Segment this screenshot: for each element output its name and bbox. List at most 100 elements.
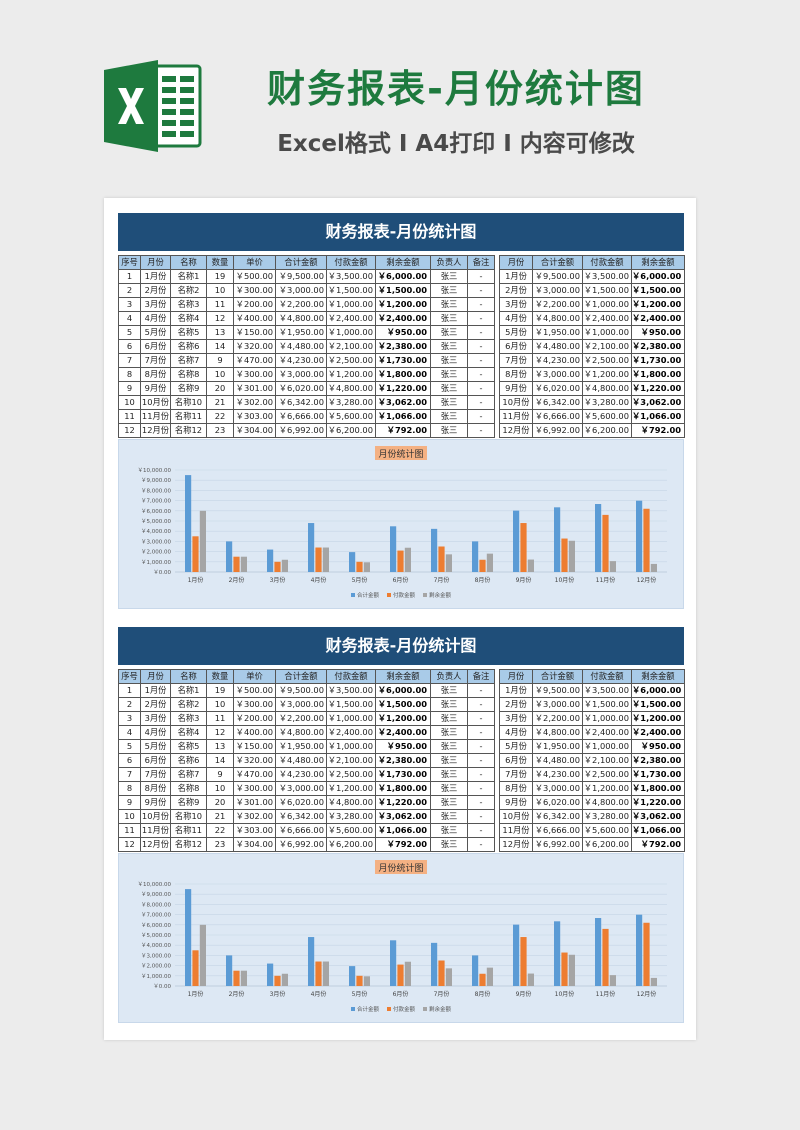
table-cell: 9	[118, 381, 141, 396]
table-cell: 2月份	[140, 283, 171, 298]
table-cell: ￥3,000.00	[532, 781, 583, 796]
column-header: 剩余金额	[631, 669, 685, 684]
table-cell: 1月份	[140, 269, 171, 284]
bar-剩余金额-4月份	[322, 547, 329, 572]
table-cell: ￥3,280.00	[326, 809, 376, 824]
table-cell: ￥792.00	[375, 837, 431, 852]
table-cell: 3	[118, 297, 141, 312]
table-cell: ￥304.00	[233, 423, 276, 438]
table-cell: ￥6,020.00	[275, 795, 327, 810]
table-cell: -	[467, 725, 495, 740]
y-tick-label: ￥2,000.00	[141, 549, 171, 556]
bar-剩余金额-2月份	[240, 970, 247, 986]
table-cell: ￥1,800.00	[375, 367, 431, 382]
table-cell: ￥1,066.00	[631, 823, 685, 838]
table-cell: ￥1,500.00	[631, 283, 685, 298]
x-tick-label: 9月份	[516, 990, 532, 998]
table-cell: 10	[206, 367, 234, 382]
table-cell: ￥3,000.00	[275, 781, 327, 796]
table-cell: ￥1,730.00	[375, 767, 431, 782]
y-tick-label: ￥10,000.00	[138, 467, 172, 474]
column-header: 备注	[467, 669, 495, 684]
table-cell: ￥1,200.00	[326, 781, 376, 796]
table-row: 6 6月份 名称6 14 ￥320.00 ￥4,480.00 ￥2,100.00 ￥2,380…	[118, 339, 495, 354]
table-cell: ￥1,950.00	[275, 739, 327, 754]
table-cell: ￥6,992.00	[275, 837, 327, 852]
table-cell: 张三	[430, 725, 468, 740]
table-cell: 名称5	[170, 325, 207, 340]
table-cell: ￥1,800.00	[631, 367, 685, 382]
table-cell: ￥3,500.00	[582, 683, 632, 698]
x-tick-label: 8月份	[475, 576, 491, 584]
y-tick-label: ￥7,000.00	[141, 912, 171, 919]
y-tick-label: ￥3,000.00	[141, 952, 171, 959]
x-tick-label: 5月份	[352, 990, 368, 998]
table-cell: 名称1	[170, 683, 207, 698]
table-cell: 3月份	[140, 711, 171, 726]
table-cell: ￥950.00	[375, 739, 431, 754]
table-cell: 9	[206, 767, 234, 782]
table-row: 11 11月份 名称11 22 ￥303.00 ￥6,666.00 ￥5,600.00 ￥1,…	[118, 823, 495, 838]
x-tick-label: 3月份	[270, 990, 286, 998]
column-header: 负责人	[430, 255, 468, 270]
table-cell: ￥1,500.00	[582, 697, 632, 712]
bar-付款金额-11月份	[602, 514, 609, 572]
y-tick-label: ￥10,000.00	[138, 881, 172, 888]
table-cell: 10月份	[499, 395, 533, 410]
table-cell: ￥3,280.00	[582, 395, 632, 410]
table-cell: 12	[118, 837, 141, 852]
table-cell: 3月份	[499, 297, 533, 312]
column-header: 单价	[233, 669, 276, 684]
bar-剩余金额-7月份	[445, 968, 452, 986]
table-cell: -	[467, 311, 495, 326]
table-cell: ￥3,500.00	[326, 683, 376, 698]
table-cell: 张三	[430, 809, 468, 824]
bar-合计金额-4月份	[308, 937, 315, 986]
table-cell: 6月份	[499, 339, 533, 354]
table-cell: 2月份	[499, 697, 533, 712]
table-cell: ￥6,000.00	[375, 269, 431, 284]
section-banner: 财务报表-月份统计图	[118, 213, 684, 251]
table-cell: ￥2,100.00	[582, 753, 632, 768]
table-cell: ￥300.00	[233, 781, 276, 796]
x-tick-label: 8月份	[475, 990, 491, 998]
table-cell: -	[467, 753, 495, 768]
table-cell: 14	[206, 339, 234, 354]
table-row: 7 7月份 名称7 9 ￥470.00 ￥4,230.00 ￥2,500.00 ￥1,730.…	[118, 767, 495, 782]
table-row: 1 1月份 名称1 19 ￥500.00 ￥9,500.00 ￥3,500.00 ￥6,000…	[118, 683, 495, 698]
table-cell: 张三	[430, 283, 468, 298]
table-cell: ￥2,100.00	[582, 339, 632, 354]
table-row: 2月份 ￥3,000.00 ￥1,500.00 ￥1,500.00	[499, 283, 685, 298]
table-cell: 19	[206, 269, 234, 284]
page-subtitle: Excel格式 I A4打印 I 内容可修改	[277, 131, 635, 157]
table-cell: ￥1,200.00	[375, 711, 431, 726]
table-cell: ￥3,000.00	[532, 283, 583, 298]
table-cell: 张三	[430, 339, 468, 354]
table-cell: ￥1,500.00	[582, 283, 632, 298]
table-row: 8 8月份 名称8 10 ￥300.00 ￥3,000.00 ￥1,200.00 ￥1,800…	[118, 367, 495, 382]
table-row: 5月份 ￥1,950.00 ￥1,000.00 ￥950.00	[499, 325, 685, 340]
table-cell: ￥1,200.00	[582, 367, 632, 382]
table-cell: 9	[206, 353, 234, 368]
bar-合计金额-3月份	[267, 963, 274, 986]
column-header: 合计金额	[275, 255, 327, 270]
bar-付款金额-4月份	[315, 547, 322, 572]
bar-合计金额-6月份	[390, 940, 397, 986]
legend-swatch	[351, 593, 355, 597]
table-cell: ￥303.00	[233, 823, 276, 838]
table-cell: ￥1,730.00	[375, 353, 431, 368]
table-cell: 5月份	[499, 739, 533, 754]
table-cell: 名称2	[170, 283, 207, 298]
bar-付款金额-1月份	[192, 536, 199, 572]
table-cell: 11月份	[499, 409, 533, 424]
x-tick-label: 1月份	[188, 576, 204, 584]
table-cell: ￥3,062.00	[375, 809, 431, 824]
bar-付款金额-8月份	[479, 973, 486, 986]
table-cell: ￥2,380.00	[375, 753, 431, 768]
table-cell: ￥5,600.00	[582, 409, 632, 424]
table-cell: ￥3,000.00	[275, 367, 327, 382]
table-cell: ￥200.00	[233, 297, 276, 312]
x-tick-label: 7月份	[434, 576, 450, 584]
table-cell: ￥1,200.00	[582, 781, 632, 796]
table-cell: 名称9	[170, 381, 207, 396]
